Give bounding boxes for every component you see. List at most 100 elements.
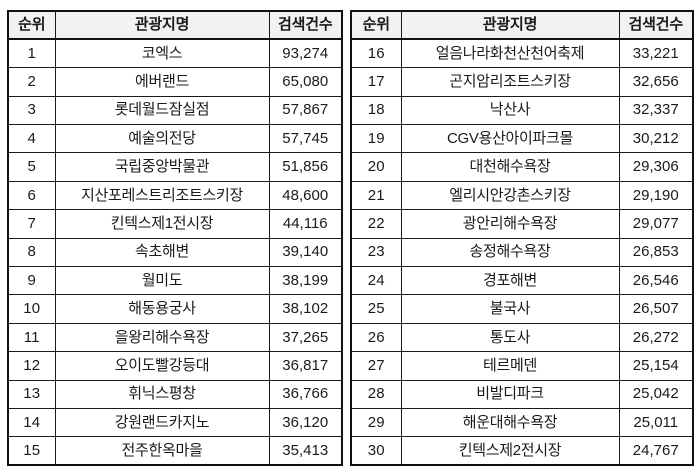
- cell-count: 36,766: [268, 379, 343, 409]
- cell-name: 킨텍스제1전시장: [54, 209, 270, 239]
- table-header-left: 순위 관광지명 검색건수: [7, 9, 343, 41]
- cell-name: 지산포레스트리조트스키장: [54, 180, 270, 211]
- cell-rank: 2: [7, 67, 56, 97]
- table-row: 8 속초해변 39,140: [7, 237, 343, 268]
- cell-rank: 13: [7, 379, 56, 409]
- cell-count: 25,154: [618, 351, 694, 381]
- table-row: 17 곤지암리조트스키장 32,656: [350, 67, 694, 97]
- cell-rank: 1: [7, 38, 56, 69]
- cell-count: 44,116: [268, 209, 343, 239]
- cell-name: 전주한옥마을: [54, 436, 270, 467]
- header-row: 순위 관광지명 검색건수: [7, 9, 343, 41]
- cell-rank: 19: [350, 124, 402, 154]
- cell-count: 38,102: [268, 294, 343, 324]
- column-header-count: 검색건수: [268, 9, 343, 41]
- cell-rank: 8: [7, 237, 56, 268]
- cell-name: 국립중앙박물관: [54, 152, 270, 182]
- table-row: 14 강원랜드카지노 36,120: [7, 407, 343, 438]
- table-row: 3 롯데월드잠실점 57,867: [7, 95, 343, 126]
- cell-name: 불국사: [400, 294, 620, 324]
- table-row: 2 에버랜드 65,080: [7, 67, 343, 97]
- cell-rank: 17: [350, 67, 402, 97]
- table-row: 20 대천해수욕장 29,306: [350, 152, 694, 182]
- cell-name: 오이도빨강등대: [54, 351, 270, 381]
- cell-count: 37,265: [268, 322, 343, 353]
- cell-name: 비발디파크: [400, 379, 620, 409]
- cell-rank: 26: [350, 322, 402, 353]
- table-row: 25 불국사 26,507: [350, 294, 694, 324]
- cell-name: 예술의전당: [54, 124, 270, 154]
- cell-name: 코엑스: [54, 38, 270, 69]
- table-row: 9 월미도 38,199: [7, 266, 343, 296]
- table-row: 24 경포해변 26,546: [350, 266, 694, 296]
- cell-rank: 4: [7, 124, 56, 154]
- cell-count: 57,867: [268, 95, 343, 126]
- cell-rank: 20: [350, 152, 402, 182]
- cell-rank: 11: [7, 322, 56, 353]
- table-row: 4 예술의전당 57,745: [7, 124, 343, 154]
- cell-name: 을왕리해수욕장: [54, 322, 270, 353]
- table-row: 26 통도사 26,272: [350, 322, 694, 353]
- cell-rank: 18: [350, 95, 402, 126]
- tourism-rank-tables: 순위 관광지명 검색건수 1 코엑스 93,274 2 에버랜드 65,080 …: [7, 9, 694, 467]
- cell-count: 29,190: [618, 180, 694, 211]
- cell-name: 월미도: [54, 266, 270, 296]
- table-row: 30 킨텍스제2전시장 24,767: [350, 436, 694, 467]
- table-row: 29 해운대해수욕장 25,011: [350, 407, 694, 438]
- cell-rank: 28: [350, 379, 402, 409]
- column-header-name: 관광지명: [54, 9, 270, 41]
- cell-rank: 27: [350, 351, 402, 381]
- table-row: 1 코엑스 93,274: [7, 38, 343, 69]
- cell-count: 57,745: [268, 124, 343, 154]
- cell-count: 39,140: [268, 237, 343, 268]
- cell-rank: 24: [350, 266, 402, 296]
- column-header-name: 관광지명: [400, 9, 620, 41]
- cell-rank: 16: [350, 38, 402, 69]
- cell-count: 48,600: [268, 180, 343, 211]
- table-row: 6 지산포레스트리조트스키장 48,600: [7, 180, 343, 211]
- cell-name: 엘리시안강촌스키장: [400, 180, 620, 211]
- table-body-right: 16 얼음나라화천산천어축제 33,221 17 곤지암리조트스키장 32,65…: [350, 38, 694, 467]
- cell-name: 킨텍스제2전시장: [400, 436, 620, 467]
- cell-count: 32,656: [618, 67, 694, 97]
- cell-rank: 30: [350, 436, 402, 467]
- cell-count: 30,212: [618, 124, 694, 154]
- rank-table-left: 순위 관광지명 검색건수 1 코엑스 93,274 2 에버랜드 65,080 …: [7, 9, 343, 467]
- cell-name: 테르메덴: [400, 351, 620, 381]
- cell-count: 32,337: [618, 95, 694, 126]
- rank-table-right: 순위 관광지명 검색건수 16 얼음나라화천산천어축제 33,221 17 곤지…: [350, 9, 694, 467]
- cell-count: 38,199: [268, 266, 343, 296]
- cell-rank: 22: [350, 209, 402, 239]
- table-row: 19 CGV용산아이파크몰 30,212: [350, 124, 694, 154]
- cell-rank: 3: [7, 95, 56, 126]
- table-row: 7 킨텍스제1전시장 44,116: [7, 209, 343, 239]
- cell-count: 33,221: [618, 38, 694, 69]
- cell-rank: 29: [350, 407, 402, 438]
- table-gutter: [343, 10, 350, 11]
- column-header-rank: 순위: [7, 9, 56, 41]
- table-body-left: 1 코엑스 93,274 2 에버랜드 65,080 3 롯데월드잠실점 57,…: [7, 38, 343, 467]
- cell-count: 36,120: [268, 407, 343, 438]
- table-row: 21 엘리시안강촌스키장 29,190: [350, 180, 694, 211]
- table-row: 11 을왕리해수욕장 37,265: [7, 322, 343, 353]
- table-row: 15 전주한옥마을 35,413: [7, 436, 343, 467]
- cell-name: CGV용산아이파크몰: [400, 124, 620, 154]
- cell-count: 93,274: [268, 38, 343, 69]
- cell-name: 롯데월드잠실점: [54, 95, 270, 126]
- column-header-count: 검색건수: [618, 9, 694, 41]
- cell-name: 낙산사: [400, 95, 620, 126]
- cell-count: 26,272: [618, 322, 694, 353]
- cell-name: 경포해변: [400, 266, 620, 296]
- table-row: 12 오이도빨강등대 36,817: [7, 351, 343, 381]
- cell-name: 대천해수욕장: [400, 152, 620, 182]
- cell-rank: 12: [7, 351, 56, 381]
- cell-rank: 23: [350, 237, 402, 268]
- cell-name: 강원랜드카지노: [54, 407, 270, 438]
- cell-name: 송정해수욕장: [400, 237, 620, 268]
- cell-name: 곤지암리조트스키장: [400, 67, 620, 97]
- cell-count: 29,306: [618, 152, 694, 182]
- cell-count: 24,767: [618, 436, 694, 467]
- cell-count: 51,856: [268, 152, 343, 182]
- cell-rank: 5: [7, 152, 56, 182]
- table-row: 13 휘닉스평창 36,766: [7, 379, 343, 409]
